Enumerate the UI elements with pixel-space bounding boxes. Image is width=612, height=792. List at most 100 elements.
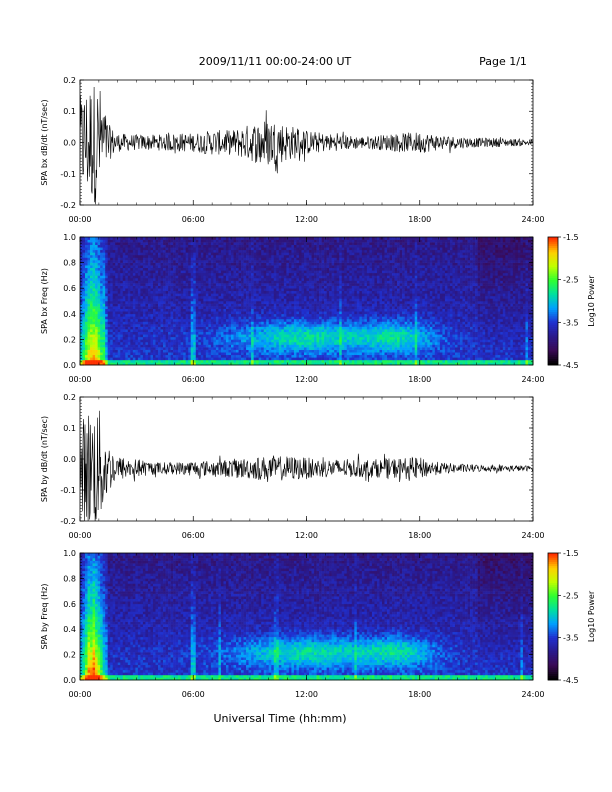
spectrogram-cell: [286, 301, 290, 304]
spectrogram-cell: [80, 257, 83, 261]
spectrogram-cell: [175, 359, 179, 363]
spectrogram-cell: [218, 339, 222, 343]
spectrogram-cell: [145, 334, 149, 338]
spectrogram-cell: [178, 280, 181, 284]
spectrogram-cell: [311, 318, 315, 322]
spectrogram-cell: [208, 290, 212, 294]
spectrogram-cell: [135, 354, 139, 358]
spectrogram-cell: [248, 359, 252, 363]
spectrogram-cell: [243, 357, 247, 361]
spectrogram-cell: [268, 352, 272, 356]
spectrogram-cell: [233, 295, 237, 299]
spectrogram-cell: [137, 352, 141, 356]
spectrogram-cell: [314, 357, 317, 361]
spectrogram-cell: [193, 290, 197, 294]
spectrogram-cell: [316, 331, 320, 335]
spectrogram-cell: [130, 272, 134, 276]
spectrogram-cell: [314, 318, 317, 322]
spectrogram-cell: [316, 293, 320, 297]
spectrogram-cell: [112, 344, 116, 348]
spectrogram-cell: [258, 306, 262, 309]
spectrogram-cell: [168, 254, 171, 258]
spectrogram-cell: [306, 341, 310, 345]
spectrogram-cell: [87, 293, 91, 297]
spectrogram-cell: [122, 298, 126, 302]
spectrogram-cell: [228, 352, 232, 356]
spectrogram-cell: [291, 357, 295, 361]
spectrogram-cell: [95, 321, 98, 325]
spectrogram-cell: [288, 352, 292, 356]
spectrogram-cell: [185, 354, 189, 358]
spectrogram-cell: [268, 362, 272, 366]
spectrogram-cell: [95, 288, 98, 292]
spectrogram-cell: [238, 341, 242, 345]
spectrogram-cell: [102, 331, 106, 335]
spectrogram-cell: [291, 242, 295, 245]
spectrogram-cell: [152, 331, 156, 335]
spectrogram-cell: [296, 308, 300, 312]
spectrogram-cell: [266, 293, 270, 297]
spectrogram-cell: [92, 334, 96, 338]
spectrogram-cell: [195, 334, 199, 338]
spectrogram-cell: [281, 336, 285, 340]
spectrogram-cell: [137, 247, 141, 251]
spectrogram-cell: [266, 352, 270, 356]
spectrogram-cell: [127, 293, 131, 297]
spectrogram-cell: [142, 339, 146, 343]
spectrogram-cell: [273, 262, 277, 266]
spectrogram-cell: [180, 265, 184, 269]
spectrogram-cell: [223, 306, 227, 309]
spectrogram-cell: [215, 321, 219, 325]
spectrogram-cell: [298, 359, 302, 363]
spectrogram-cell: [150, 242, 154, 245]
spectrogram-cell: [163, 254, 166, 258]
spectrogram-cell: [200, 359, 204, 363]
spectrogram-cell: [95, 295, 98, 299]
spectrogram-cell: [120, 308, 124, 312]
spectrogram-cell: [243, 275, 247, 279]
spectrogram-cell: [238, 326, 242, 330]
spectrogram-cell: [200, 301, 204, 304]
spectrogram-cell: [261, 257, 265, 261]
spectrogram-cell: [87, 303, 91, 307]
spectrogram-cell: [256, 359, 259, 363]
spectrogram-cell: [223, 295, 227, 299]
spectrogram-cell: [309, 283, 312, 286]
spectrogram-cell: [90, 311, 93, 315]
spectrogram-cell: [296, 293, 300, 297]
spectrogram-cell: [125, 362, 129, 366]
spectrogram-cell: [253, 321, 257, 325]
spectrogram-cell: [145, 306, 149, 309]
spectrogram-cell: [246, 257, 249, 261]
spectrogram-cell: [135, 290, 139, 294]
spectrogram-cell: [175, 321, 179, 325]
spectrogram-cell: [150, 354, 154, 358]
spectrogram-cell: [261, 318, 265, 322]
spectrogram-cell: [97, 354, 101, 358]
spectrogram-cell: [243, 339, 247, 343]
spectrogram-cell: [223, 270, 227, 274]
spectrogram-cell: [150, 303, 154, 307]
spectrogram-cell: [306, 316, 310, 320]
spectrogram-cell: [80, 239, 83, 243]
spectrogram-cell: [283, 362, 287, 366]
spectrogram-cell: [256, 334, 259, 338]
spectrogram-cell: [321, 336, 325, 340]
spectrogram-cell: [107, 326, 111, 330]
spectrogram-cell: [243, 347, 247, 350]
spectrogram-cell: [220, 362, 224, 366]
spectrogram-cell: [130, 341, 134, 345]
spectrogram-cell: [306, 260, 310, 263]
spectrogram-cell: [115, 249, 119, 253]
spectrogram-cell: [233, 285, 237, 289]
spectrogram-cell: [170, 318, 174, 322]
spectrogram-cell: [132, 265, 136, 269]
spectrogram-cell: [130, 303, 134, 307]
spectrogram-cell: [258, 244, 262, 248]
spectrogram-cell: [263, 295, 267, 299]
spectrogram-cell: [236, 288, 239, 292]
spectrogram-cell: [215, 237, 219, 240]
spectrogram-cell: [145, 283, 149, 286]
spectrogram-cell: [137, 331, 141, 335]
spectrogram-cell: [198, 344, 202, 348]
